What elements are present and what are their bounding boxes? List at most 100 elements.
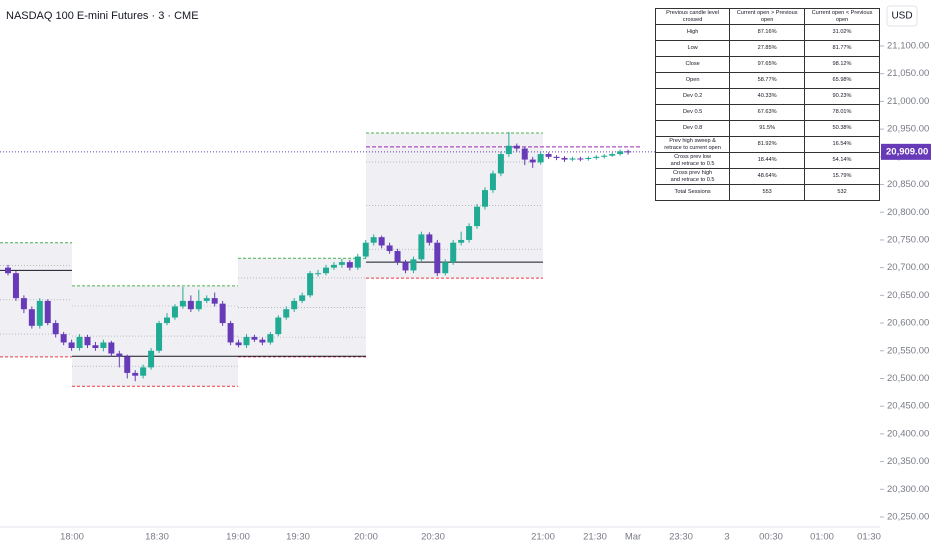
table-cell: 81.77%: [804, 40, 880, 57]
candle-body: [418, 234, 425, 260]
candle-body: [275, 317, 282, 335]
candle-body: [187, 300, 194, 310]
candle-body: [474, 206, 481, 227]
table-cell: Low: [654, 40, 731, 57]
candle-body: [52, 323, 59, 335]
candle-body: [92, 345, 99, 348]
table-row: High 87.16% 31.02%: [654, 24, 880, 41]
x-tick-label: 20:00: [354, 532, 378, 543]
table-cell: 87.16%: [729, 24, 806, 41]
candle-body: [211, 298, 218, 304]
table-cell: Open: [654, 72, 731, 89]
y-tick-label: 20,400.00: [887, 428, 929, 439]
table-cell: 15.79%: [804, 168, 880, 185]
y-tick-label: 20,850.00: [887, 179, 929, 190]
candle-body: [617, 151, 624, 155]
x-tick-label: 18:00: [60, 532, 84, 543]
table-cell: 58.77%: [729, 72, 806, 89]
candle-body: [235, 342, 242, 346]
candle-body: [179, 300, 186, 307]
y-tick-label: 20,700.00: [887, 262, 929, 273]
table-cell: Prev high sweep & retrace to current ope…: [654, 136, 731, 153]
candle-body: [569, 158, 576, 160]
candle-body: [410, 259, 417, 271]
candle-body: [12, 273, 19, 299]
table-row: Dev 0.8 91.5% 50.38%: [654, 120, 880, 137]
table-cell: Current open < Previous open: [804, 8, 880, 25]
x-tick-label: 20:30: [421, 532, 445, 543]
candle-body: [227, 323, 234, 343]
y-tick-label: 21,000.00: [887, 96, 929, 107]
candle-body: [68, 342, 75, 348]
candle-body: [259, 339, 266, 343]
table-cell: 50.38%: [804, 120, 880, 137]
candle-body: [545, 154, 552, 157]
candle-body: [28, 309, 35, 326]
price-axis-bg: [880, 0, 932, 550]
candle-body: [124, 356, 131, 373]
table-cell: Total Sessions: [654, 184, 731, 201]
candle-body: [489, 173, 496, 191]
candle-body: [203, 298, 210, 301]
y-tick-label: 20,800.00: [887, 207, 929, 218]
candle-body: [561, 157, 568, 160]
table-cell: 553: [729, 184, 806, 201]
table-cell: 40.33%: [729, 88, 806, 105]
candle-body: [323, 267, 329, 274]
table-row: Dev 0.2 40.33% 90.23%: [654, 88, 880, 105]
x-tick-label: Mar: [625, 532, 641, 543]
candle-body: [537, 154, 544, 163]
candle-body: [577, 158, 584, 160]
candle-body: [60, 334, 67, 343]
candle-body: [140, 367, 147, 376]
currency-button[interactable]: [886, 5, 918, 27]
last-price-tag: [881, 143, 931, 160]
table-cell: 18.44%: [729, 152, 806, 169]
candle-body: [283, 309, 290, 318]
table-cell: Dev 0.2: [654, 88, 731, 105]
table-cell: Cross prev high and retrace to 0.5: [654, 168, 731, 185]
candle-body: [132, 372, 139, 376]
y-tick-label: 21,050.00: [887, 68, 929, 79]
candle-body: [585, 157, 592, 160]
table-row: Dev 0.5 67.63% 78.01%: [654, 104, 880, 121]
candle-body: [450, 242, 457, 263]
candle-body: [116, 353, 123, 357]
candle-body: [458, 239, 465, 243]
table-row: Open 58.77% 65.98%: [654, 72, 880, 89]
table-cell: Close: [654, 56, 731, 73]
candle-body: [315, 273, 322, 275]
candle-body: [330, 264, 337, 268]
currency-label[interactable]: USD: [891, 11, 912, 22]
candle-body: [513, 145, 520, 149]
candle-body: [362, 242, 369, 257]
candle-body: [251, 336, 258, 340]
table-cell: 97.65%: [729, 56, 806, 73]
candle-body: [497, 154, 504, 174]
y-tick-label: 20,750.00: [887, 234, 929, 245]
candle-body: [553, 156, 560, 158]
x-tick-label: 18:30: [145, 532, 169, 543]
candle-body: [5, 267, 11, 274]
table-cell: 90.23%: [804, 88, 880, 105]
candle-body: [601, 155, 608, 157]
stats-table: Previous candle level crossed Current ope…: [654, 8, 880, 201]
candle-body: [156, 323, 163, 351]
chart-title: NASDAQ 100 E-mini Futures · 3 · CME: [6, 10, 199, 22]
candle-body: [243, 336, 250, 346]
candle-body: [442, 262, 449, 274]
y-tick-label: 21,100.00: [887, 41, 929, 52]
table-cell: High: [654, 24, 731, 41]
candle-body: [346, 262, 353, 268]
x-tick-label: 19:00: [226, 532, 250, 543]
x-tick-label: 00:30: [759, 532, 783, 543]
x-tick-label: 23:30: [669, 532, 693, 543]
candle-body: [84, 336, 91, 346]
table-cell: 54.14%: [804, 152, 880, 169]
candle-body: [291, 300, 298, 310]
y-tick-label: 20,450.00: [887, 401, 929, 412]
candle-body: [402, 262, 409, 271]
candle-body: [307, 273, 314, 296]
candle-body: [505, 145, 512, 155]
